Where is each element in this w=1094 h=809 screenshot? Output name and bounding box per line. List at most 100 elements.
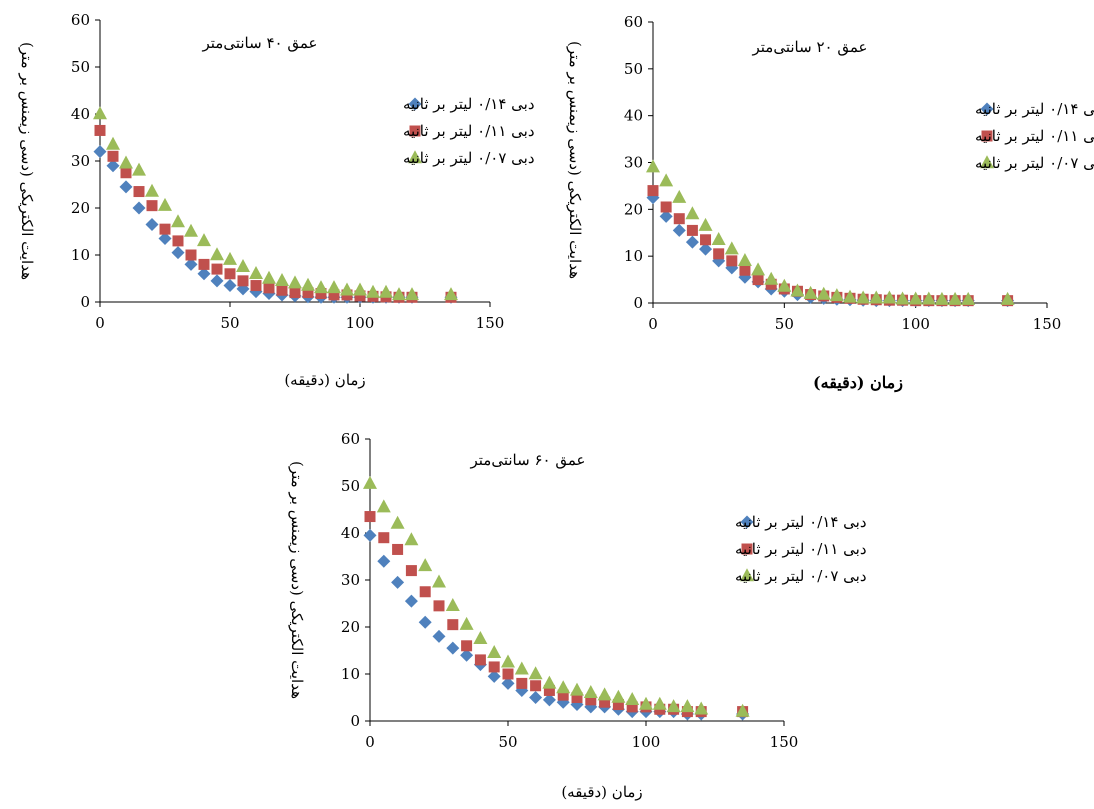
data-point (366, 284, 380, 298)
data-point (392, 287, 406, 301)
y-tick-label: 40 (341, 524, 360, 542)
data-point (556, 680, 571, 694)
data-point (159, 223, 171, 235)
data-point (354, 290, 366, 302)
legend-label: دبی ۰/۱۴ لیتر بر ثانیه (735, 513, 867, 531)
data-point (1000, 291, 1015, 305)
data-point (392, 543, 404, 555)
legend-label: دبی ۰/۱۱ لیتر بر ثانیه (975, 127, 1094, 145)
data-point (363, 528, 377, 542)
data-point (660, 201, 672, 213)
data-point (237, 275, 249, 287)
data-point (739, 264, 751, 276)
data-point (502, 668, 514, 680)
data-point (184, 223, 198, 237)
chart-title: عمق ۶۰ سانتی‌متر (470, 451, 586, 469)
data-point (185, 249, 197, 261)
data-point (433, 600, 445, 612)
data-point (340, 282, 354, 296)
data-point (585, 694, 597, 706)
data-point (460, 648, 474, 662)
data-point (93, 106, 107, 120)
data-point (666, 699, 681, 713)
data-point (461, 640, 473, 652)
legend-marker (408, 97, 422, 111)
series-2 (364, 511, 749, 718)
legend-label: دبی ۰/۱۴ لیتر بر ثانیه (403, 95, 535, 113)
data-point (459, 616, 474, 630)
data-point (611, 689, 626, 703)
chart-3: 0 10 20 30 40 50 60 0 50 100 150 عمق ۶۰ سانتی‌متر دب… (288, 430, 867, 801)
data-point (700, 234, 712, 246)
data-point (501, 654, 515, 668)
data-point (418, 615, 432, 629)
data-point (698, 217, 713, 231)
data-point (94, 124, 106, 136)
data-point (224, 268, 236, 280)
legend-label: دبی ۰/۰۷ لیتر بر ثانیه (403, 149, 535, 167)
data-point (145, 217, 159, 231)
data-point (542, 675, 557, 689)
data-point (353, 282, 367, 296)
data-point (93, 145, 107, 159)
y-tick-label: 0 (633, 294, 643, 312)
data-point (250, 280, 262, 292)
data-point (803, 285, 818, 299)
data-point (184, 257, 198, 271)
data-point (961, 291, 976, 305)
data-point (171, 246, 185, 260)
data-point (377, 554, 391, 568)
data-point (236, 258, 250, 272)
data-point (599, 696, 611, 708)
x-tick-label: 100 (901, 315, 930, 333)
data-point (119, 155, 133, 169)
data-point (694, 701, 709, 715)
data-point (119, 180, 133, 194)
data-point (487, 669, 501, 683)
data-point (570, 682, 584, 696)
x-tick-label: 0 (365, 733, 375, 751)
data-point (699, 242, 713, 256)
data-point (405, 287, 419, 301)
data-point (223, 279, 237, 293)
x-tick-label: 0 (648, 315, 658, 333)
series-1 (646, 191, 1015, 308)
chart-2: 0 10 20 30 40 50 60 0 50 100 150 عمق ۲۰ سانتی‌متر دب… (566, 13, 1094, 393)
data-point (391, 575, 405, 589)
data-point (659, 173, 674, 187)
y-tick-label: 20 (341, 618, 360, 636)
data-point (474, 654, 486, 666)
data-point (364, 511, 376, 523)
data-point (921, 291, 936, 305)
data-point (501, 676, 515, 690)
data-point (223, 251, 237, 265)
data-point (724, 241, 739, 255)
data-point (363, 475, 377, 489)
y-axis-label: هدایت الکتریکی (دسی زیمنس بر متر) (566, 41, 584, 279)
y-tick-label: 0 (80, 293, 90, 311)
chart-title: عمق ۲۰ سانتی‌متر (752, 38, 868, 56)
legend-marker (741, 543, 753, 555)
data-point (514, 661, 529, 675)
x-tick-label: 100 (632, 733, 661, 751)
data-point (673, 213, 685, 225)
data-point (301, 277, 315, 291)
data-point (583, 685, 598, 698)
data-point (557, 689, 569, 701)
data-point (652, 696, 667, 710)
data-point (315, 288, 327, 300)
data-point (171, 214, 185, 228)
data-point (737, 253, 752, 267)
data-point (432, 629, 446, 643)
data-point (790, 283, 805, 297)
data-point (198, 258, 210, 270)
data-point (328, 289, 340, 301)
data-point (197, 267, 211, 281)
data-point (327, 280, 341, 294)
data-point (145, 183, 159, 197)
legend-label: دبی ۰/۱۴ لیتر بر ثانیه (975, 100, 1094, 118)
data-point (210, 247, 224, 261)
data-point (735, 703, 750, 717)
y-axis-label: هدایت الکتریکی (دسی زیمنس بر متر) (18, 42, 36, 280)
